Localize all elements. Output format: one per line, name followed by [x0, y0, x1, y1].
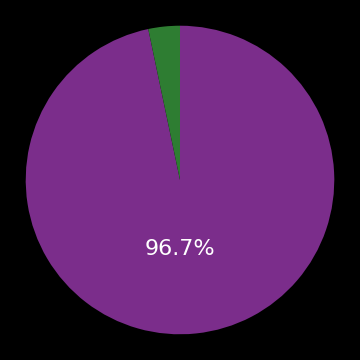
Wedge shape — [148, 26, 180, 180]
Wedge shape — [26, 26, 334, 334]
Text: 96.7%: 96.7% — [145, 239, 215, 260]
